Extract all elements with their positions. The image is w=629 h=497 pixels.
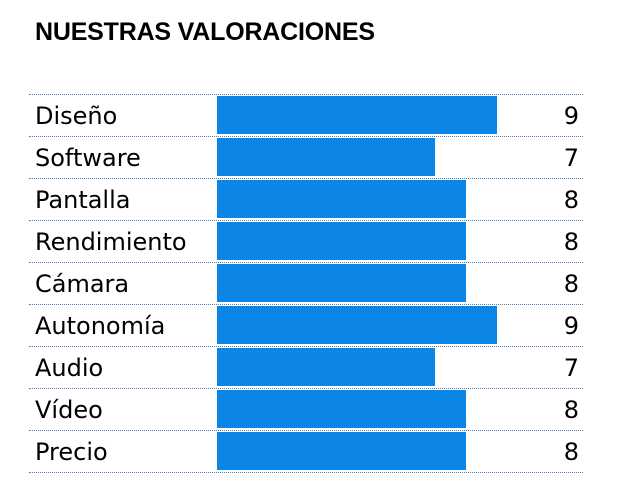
rating-bar bbox=[217, 348, 435, 386]
rating-bar bbox=[217, 180, 466, 218]
rating-bar bbox=[217, 96, 497, 134]
rating-label: Cámara bbox=[35, 270, 130, 298]
rating-value: 7 bbox=[563, 354, 579, 382]
rating-label: Pantalla bbox=[35, 186, 131, 214]
rating-row-autonomia: Autonomía 9 bbox=[29, 305, 583, 347]
rating-label: Rendimiento bbox=[35, 228, 187, 256]
rating-label: Autonomía bbox=[35, 312, 166, 340]
ratings-table: Diseño 9 Software 7 Pantalla 8 Rendimien… bbox=[29, 94, 583, 473]
rating-value: 8 bbox=[563, 186, 579, 214]
rating-row-software: Software 7 bbox=[29, 137, 583, 179]
rating-bar-track bbox=[217, 348, 528, 386]
rating-row-diseno: Diseño 9 bbox=[29, 95, 583, 137]
rating-label: Diseño bbox=[35, 102, 118, 130]
rating-bar-track bbox=[217, 222, 528, 260]
rating-row-audio: Audio 7 bbox=[29, 347, 583, 389]
rating-value: 7 bbox=[563, 144, 579, 172]
rating-bar bbox=[217, 138, 435, 176]
rating-row-video: Vídeo 8 bbox=[29, 389, 583, 431]
rating-value: 9 bbox=[563, 312, 579, 340]
rating-bar-track bbox=[217, 306, 528, 344]
rating-row-rendimiento: Rendimiento 8 bbox=[29, 221, 583, 263]
rating-value: 8 bbox=[563, 270, 579, 298]
rating-bar bbox=[217, 306, 497, 344]
rating-value: 9 bbox=[563, 102, 579, 130]
rating-bar bbox=[217, 264, 466, 302]
rating-value: 8 bbox=[563, 228, 579, 256]
rating-row-camara: Cámara 8 bbox=[29, 263, 583, 305]
rating-bar bbox=[217, 390, 466, 428]
rating-bar-track bbox=[217, 180, 528, 218]
rating-bar-track bbox=[217, 138, 528, 176]
page-title: NUESTRAS VALORACIONES bbox=[35, 18, 375, 46]
rating-bar-track bbox=[217, 390, 528, 428]
rating-row-precio: Precio 8 bbox=[29, 431, 583, 473]
rating-value: 8 bbox=[563, 396, 579, 424]
rating-bar bbox=[217, 222, 466, 260]
rating-value: 8 bbox=[563, 438, 579, 466]
rating-label: Precio bbox=[35, 438, 108, 466]
rating-label: Software bbox=[35, 144, 141, 172]
rating-bar-track bbox=[217, 432, 528, 470]
rating-bar-track bbox=[217, 264, 528, 302]
rating-label: Vídeo bbox=[35, 396, 103, 424]
rating-bar bbox=[217, 432, 466, 470]
rating-bar-track bbox=[217, 96, 528, 134]
rating-label: Audio bbox=[35, 354, 104, 382]
rating-row-pantalla: Pantalla 8 bbox=[29, 179, 583, 221]
